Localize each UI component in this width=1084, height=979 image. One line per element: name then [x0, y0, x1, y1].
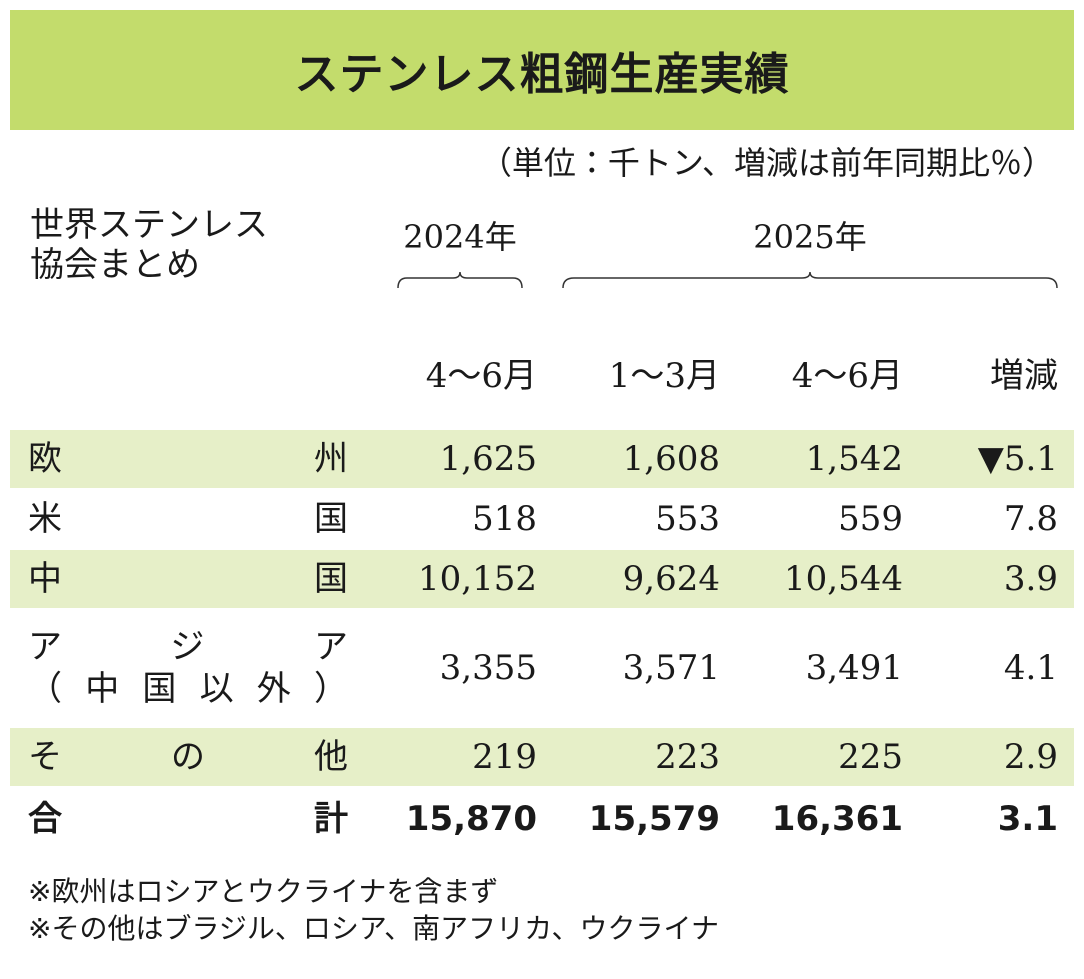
source-line: 世界ステンレス [30, 205, 268, 245]
table-cell: 225 [838, 737, 903, 777]
row-label-line: 米国 [28, 499, 348, 539]
row-label-line: その他 [28, 737, 348, 777]
table-cell: ▼5.1 [977, 439, 1058, 479]
brace [397, 271, 523, 289]
year-label: 2025年 [753, 218, 867, 256]
row-label: アジア （中国以外） [28, 612, 348, 724]
table-cell: 3,571 [622, 648, 720, 688]
row-label-line: アジア [28, 627, 348, 667]
row-label: その他 [28, 728, 348, 786]
source-label: 世界ステンレス 協会まとめ [30, 205, 268, 285]
table-cell: 1,625 [439, 439, 537, 479]
table-row: 中国 10,152 9,624 10,544 3.9 [10, 550, 1074, 608]
row-label-line: （中国以外） [28, 669, 348, 709]
footnote: ※その他はブラジル、ロシア、南アフリカ、ウクライナ [28, 912, 719, 945]
table-cell: 553 [655, 499, 720, 539]
table-cell: 559 [838, 499, 903, 539]
column-header: 4～6月 [425, 356, 537, 396]
table-row: 合計 15,870 15,579 16,361 3.1 [10, 790, 1074, 848]
table-row: その他 219 223 225 2.9 [10, 728, 1074, 786]
table-cell: 10,152 [418, 559, 537, 599]
column-header: 4～6月 [791, 356, 903, 396]
table-cell: 4.1 [1003, 648, 1058, 688]
row-label: 欧州 [28, 430, 348, 488]
table-cell: 9,624 [622, 559, 720, 599]
column-header: 増減 [990, 356, 1058, 396]
brace [562, 271, 1058, 289]
table-cell: 3,491 [805, 648, 903, 688]
table-cell: 3.9 [1003, 559, 1058, 599]
row-label-line: 中国 [28, 559, 348, 599]
table-cell: 3.1 [997, 799, 1058, 839]
row-label: 合計 [28, 790, 348, 848]
table-cell: 10,544 [784, 559, 903, 599]
row-label-line: 合計 [28, 799, 348, 839]
row-label: 米国 [28, 490, 348, 548]
table-row: アジア （中国以外） 3,355 3,571 3,491 4.1 [10, 612, 1074, 724]
unit-note: （単位：千トン、増減は前年同期比％） [479, 144, 1054, 182]
table-cell: 16,361 [771, 799, 903, 839]
table-cell: 219 [472, 737, 537, 777]
table-cell: 15,870 [405, 799, 537, 839]
table-row: 欧州 1,625 1,608 1,542 ▼5.1 [10, 430, 1074, 488]
footnote: ※欧州はロシアとウクライナを含まず [28, 875, 499, 908]
table-cell: 1,542 [805, 439, 903, 479]
row-label-line: 欧州 [28, 439, 348, 479]
year-label: 2024年 [403, 218, 517, 256]
table-cell: 15,579 [588, 799, 720, 839]
table-row: 米国 518 553 559 7.8 [10, 490, 1074, 548]
source-line: 協会まとめ [30, 245, 200, 285]
column-header: 1～3月 [608, 356, 720, 396]
table-cell: 3,355 [439, 648, 537, 688]
table-cell: 223 [655, 737, 720, 777]
table-cell: 518 [472, 499, 537, 539]
row-label: 中国 [28, 550, 348, 608]
table-cell: 1,608 [622, 439, 720, 479]
table-cell: 7.8 [1003, 499, 1058, 539]
table-cell: 2.9 [1003, 737, 1058, 777]
title: ステンレス粗鋼生産実績 [294, 49, 790, 100]
title-bar: ステンレス粗鋼生産実績 [10, 10, 1074, 130]
